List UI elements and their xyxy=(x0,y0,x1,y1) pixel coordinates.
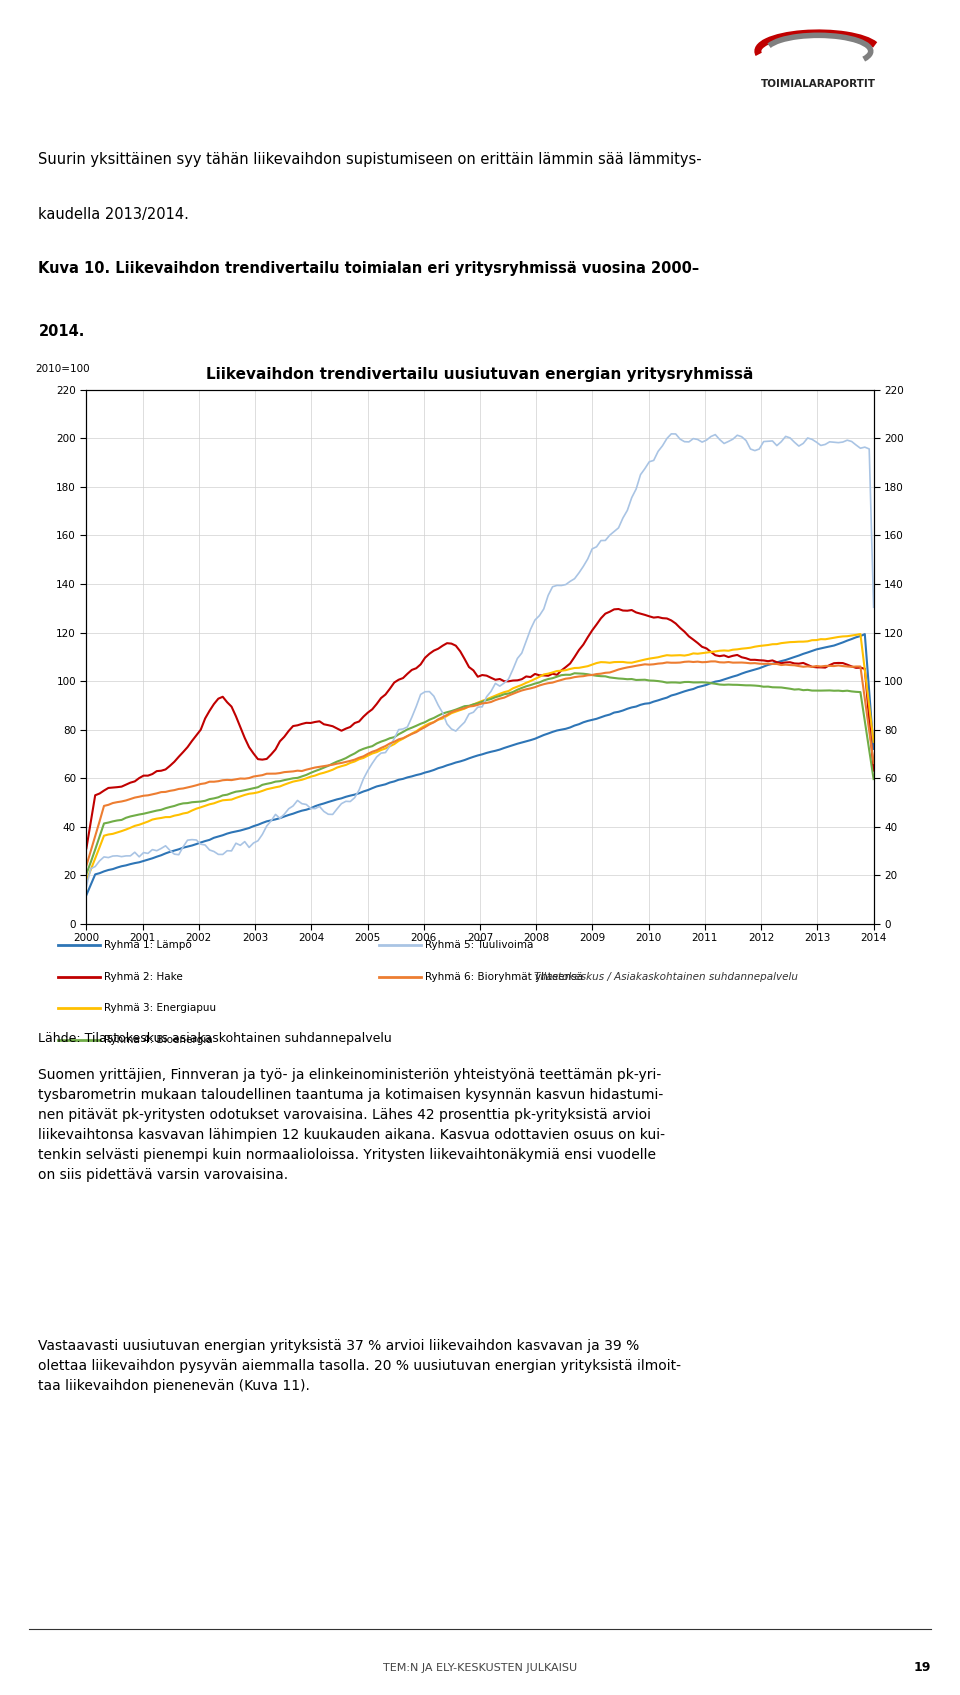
Text: TOIMIALARAPORTIT: TOIMIALARAPORTIT xyxy=(761,80,876,90)
Text: Kuva 10. Liikevaihdon trendivertailu toimialan eri yritysryhmissä vuosina 2000–: Kuva 10. Liikevaihdon trendivertailu toi… xyxy=(38,261,700,276)
Text: Suomen yrittäjien, Finnveran ja työ- ja elinkeinoministeriön yhteistyönä teettäm: Suomen yrittäjien, Finnveran ja työ- ja … xyxy=(38,1068,665,1181)
Text: kaudella 2013/2014.: kaudella 2013/2014. xyxy=(38,207,189,222)
Text: Tilastokeskus / Asiakaskohtainen suhdannepalvelu: Tilastokeskus / Asiakaskohtainen suhdann… xyxy=(534,971,798,981)
Text: 2014.: 2014. xyxy=(38,324,84,339)
Text: Ryhmä 3: Energiapuu: Ryhmä 3: Energiapuu xyxy=(104,1003,216,1014)
Title: Liikevaihdon trendivertailu uusiutuvan energian yritysryhmissä: Liikevaihdon trendivertailu uusiutuvan e… xyxy=(206,366,754,381)
Text: Ryhmä 1: Lämpö: Ryhmä 1: Lämpö xyxy=(104,939,192,949)
Text: 2010=100: 2010=100 xyxy=(36,364,90,375)
Text: TEM:N JA ELY-KESKUSTEN JULKAISU: TEM:N JA ELY-KESKUSTEN JULKAISU xyxy=(383,1663,577,1673)
Text: Suurin yksittäinen syy tähän liikevaihdon supistumiseen on erittäin lämmin sää l: Suurin yksittäinen syy tähän liikevaihdo… xyxy=(38,153,702,168)
Text: Ryhmä 5: Tuulivoima: Ryhmä 5: Tuulivoima xyxy=(425,939,534,949)
Text: Ryhmä 2: Hake: Ryhmä 2: Hake xyxy=(104,971,182,981)
Text: Lähde: Tilastokeskus asiakaskohtainen suhdannepalvelu: Lähde: Tilastokeskus asiakaskohtainen su… xyxy=(38,1032,392,1044)
Text: Ryhmä 4: Bioenergia: Ryhmä 4: Bioenergia xyxy=(104,1036,213,1046)
Text: Ryhmä 6: Bioryhmät yhteensä: Ryhmä 6: Bioryhmät yhteensä xyxy=(425,971,584,981)
Text: Vastaavasti uusiutuvan energian yrityksistä 37 % arvioi liikevaihdon kasvavan ja: Vastaavasti uusiutuvan energian yrityksi… xyxy=(38,1339,682,1393)
Text: 19: 19 xyxy=(914,1661,931,1675)
